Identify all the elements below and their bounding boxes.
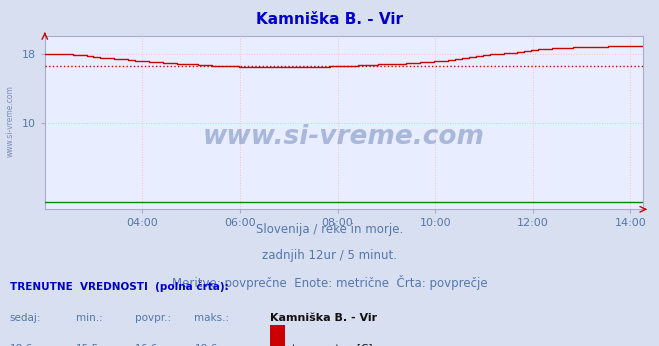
Text: TRENUTNE  VREDNOSTI  (polna črta):: TRENUTNE VREDNOSTI (polna črta): [10, 282, 229, 292]
Text: sedaj:: sedaj: [10, 313, 42, 323]
Text: 18,6: 18,6 [10, 344, 33, 346]
Text: 15,5: 15,5 [76, 344, 99, 346]
Text: Slovenija / reke in morje.: Slovenija / reke in morje. [256, 223, 403, 236]
Text: zadnjih 12ur / 5 minut.: zadnjih 12ur / 5 minut. [262, 249, 397, 262]
Text: www.si-vreme.com: www.si-vreme.com [5, 85, 14, 157]
Text: 18,6: 18,6 [194, 344, 217, 346]
Text: Meritve: povprečne  Enote: metrične  Črta: povprečje: Meritve: povprečne Enote: metrične Črta:… [172, 275, 487, 290]
Text: maks.:: maks.: [194, 313, 229, 323]
Text: 16,6: 16,6 [135, 344, 158, 346]
Text: temperatura[C]: temperatura[C] [291, 344, 373, 346]
Text: www.si-vreme.com: www.si-vreme.com [203, 124, 484, 150]
Text: povpr.:: povpr.: [135, 313, 171, 323]
Text: Kamniška B. - Vir: Kamniška B. - Vir [270, 313, 378, 323]
Text: min.:: min.: [76, 313, 103, 323]
Text: Kamniška B. - Vir: Kamniška B. - Vir [256, 12, 403, 27]
